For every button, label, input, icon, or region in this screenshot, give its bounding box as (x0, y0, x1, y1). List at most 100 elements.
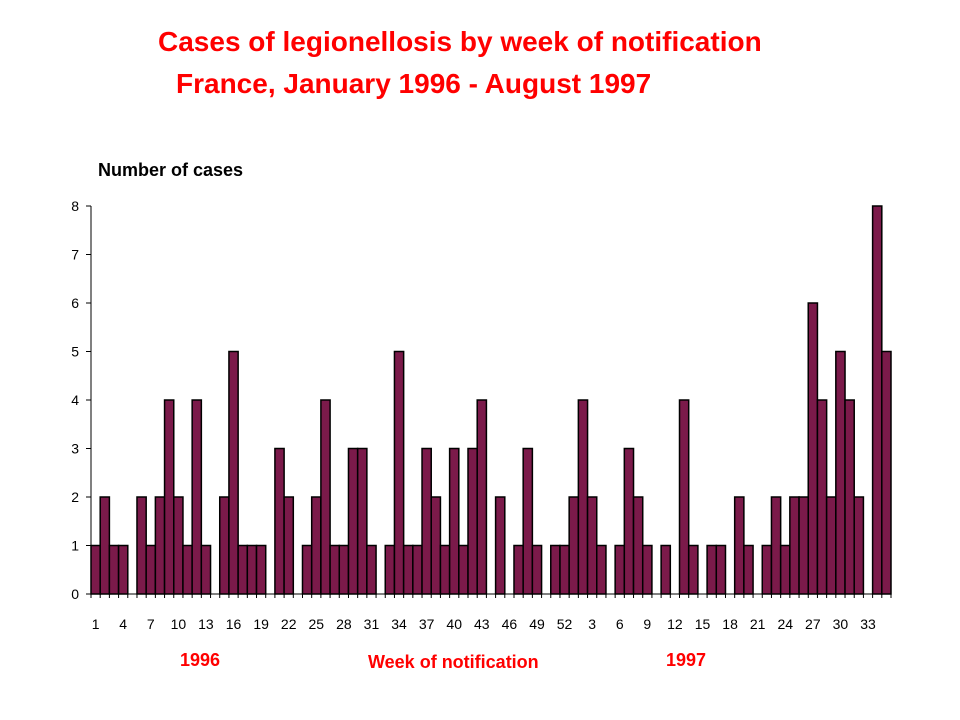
y-tick-label: 6 (71, 295, 79, 311)
bar (274, 447, 285, 595)
bar (145, 544, 157, 595)
bar (356, 447, 368, 595)
bar (522, 447, 534, 595)
y-tick-label: 7 (71, 247, 79, 263)
bar (421, 447, 432, 595)
x-tick-label: 43 (474, 616, 490, 632)
bar (320, 399, 331, 595)
bar (448, 447, 460, 595)
bar (163, 399, 175, 595)
x-tick-label: 33 (860, 616, 876, 632)
bar (715, 544, 727, 595)
bar (632, 496, 644, 595)
chart-subtitle: France, January 1996 - August 1997 (176, 68, 652, 99)
x-tick-label: 6 (616, 616, 624, 632)
x-tick-label: 13 (198, 616, 214, 632)
year-label-1996: 1996 (180, 650, 221, 670)
bar (476, 399, 488, 595)
bar (614, 544, 626, 595)
x-axis-label: Week of notification (368, 652, 539, 672)
bar (844, 399, 855, 595)
x-tick-label: 24 (777, 616, 793, 632)
bar (384, 544, 396, 595)
bar (825, 496, 837, 595)
x-tick-label: 4 (119, 616, 127, 632)
x-tick-label: 28 (336, 616, 352, 632)
x-tick-label: 49 (529, 616, 545, 632)
bar (439, 544, 451, 595)
x-tick-label: 30 (833, 616, 849, 632)
bar (807, 302, 819, 595)
bar (430, 496, 442, 595)
bar (513, 544, 524, 595)
bar (283, 496, 295, 595)
bar (678, 399, 690, 595)
bar (816, 399, 828, 595)
bar (182, 544, 193, 595)
chart-title: Cases of legionellosis by week of notifi… (158, 26, 762, 57)
y-tick-label: 5 (71, 344, 79, 360)
bar (743, 544, 754, 595)
y-tick-label: 1 (71, 538, 79, 554)
bar (623, 447, 635, 595)
bars-group (90, 205, 892, 595)
bar (770, 496, 782, 595)
y-tick-label: 8 (71, 198, 79, 214)
x-tick-label: 9 (643, 616, 651, 632)
bar (338, 544, 350, 595)
bar (246, 544, 258, 595)
bar (237, 544, 249, 595)
y-tick-label: 2 (71, 489, 79, 505)
bar (761, 544, 773, 595)
x-tick-label: 46 (502, 616, 518, 632)
y-tick-label: 3 (71, 441, 79, 457)
x-tick-label: 10 (171, 616, 187, 632)
bar (136, 496, 147, 595)
bar (550, 544, 561, 595)
bar (402, 544, 414, 595)
bar (596, 544, 607, 595)
bar (173, 496, 184, 595)
bar (329, 544, 341, 595)
bar (559, 544, 570, 595)
x-tick-label: 7 (147, 616, 155, 632)
x-tick-label: 34 (391, 616, 407, 632)
bar (853, 496, 865, 595)
bar (301, 544, 313, 595)
bar (586, 496, 598, 595)
bar (835, 350, 846, 595)
bar (366, 544, 377, 595)
y-axis-label: Number of cases (98, 160, 244, 180)
bar (347, 447, 359, 595)
bar (641, 544, 653, 595)
bar (255, 544, 267, 595)
bar (310, 496, 322, 595)
bar (687, 544, 699, 595)
bar (467, 447, 478, 595)
bar (393, 350, 405, 595)
x-tick-label: 15 (695, 616, 711, 632)
x-tick-label: 3 (588, 616, 596, 632)
year-label-1997: 1997 (666, 650, 707, 670)
x-tick-label: 22 (281, 616, 297, 632)
bar (218, 496, 230, 595)
bar (779, 544, 791, 595)
x-tick-label: 18 (722, 616, 738, 632)
x-tick-label: 21 (750, 616, 766, 632)
bar (881, 350, 892, 595)
x-tick-label: 52 (557, 616, 573, 632)
x-tick-label: 37 (419, 616, 435, 632)
bar (154, 496, 166, 595)
bar (458, 544, 469, 595)
bar (871, 205, 883, 595)
bar (706, 544, 718, 595)
bar (568, 496, 580, 595)
bar (99, 496, 111, 595)
x-tick-label: 27 (805, 616, 821, 632)
y-tick-label: 0 (71, 586, 79, 602)
bar (789, 496, 800, 595)
bar (228, 350, 239, 595)
bar (531, 544, 543, 595)
